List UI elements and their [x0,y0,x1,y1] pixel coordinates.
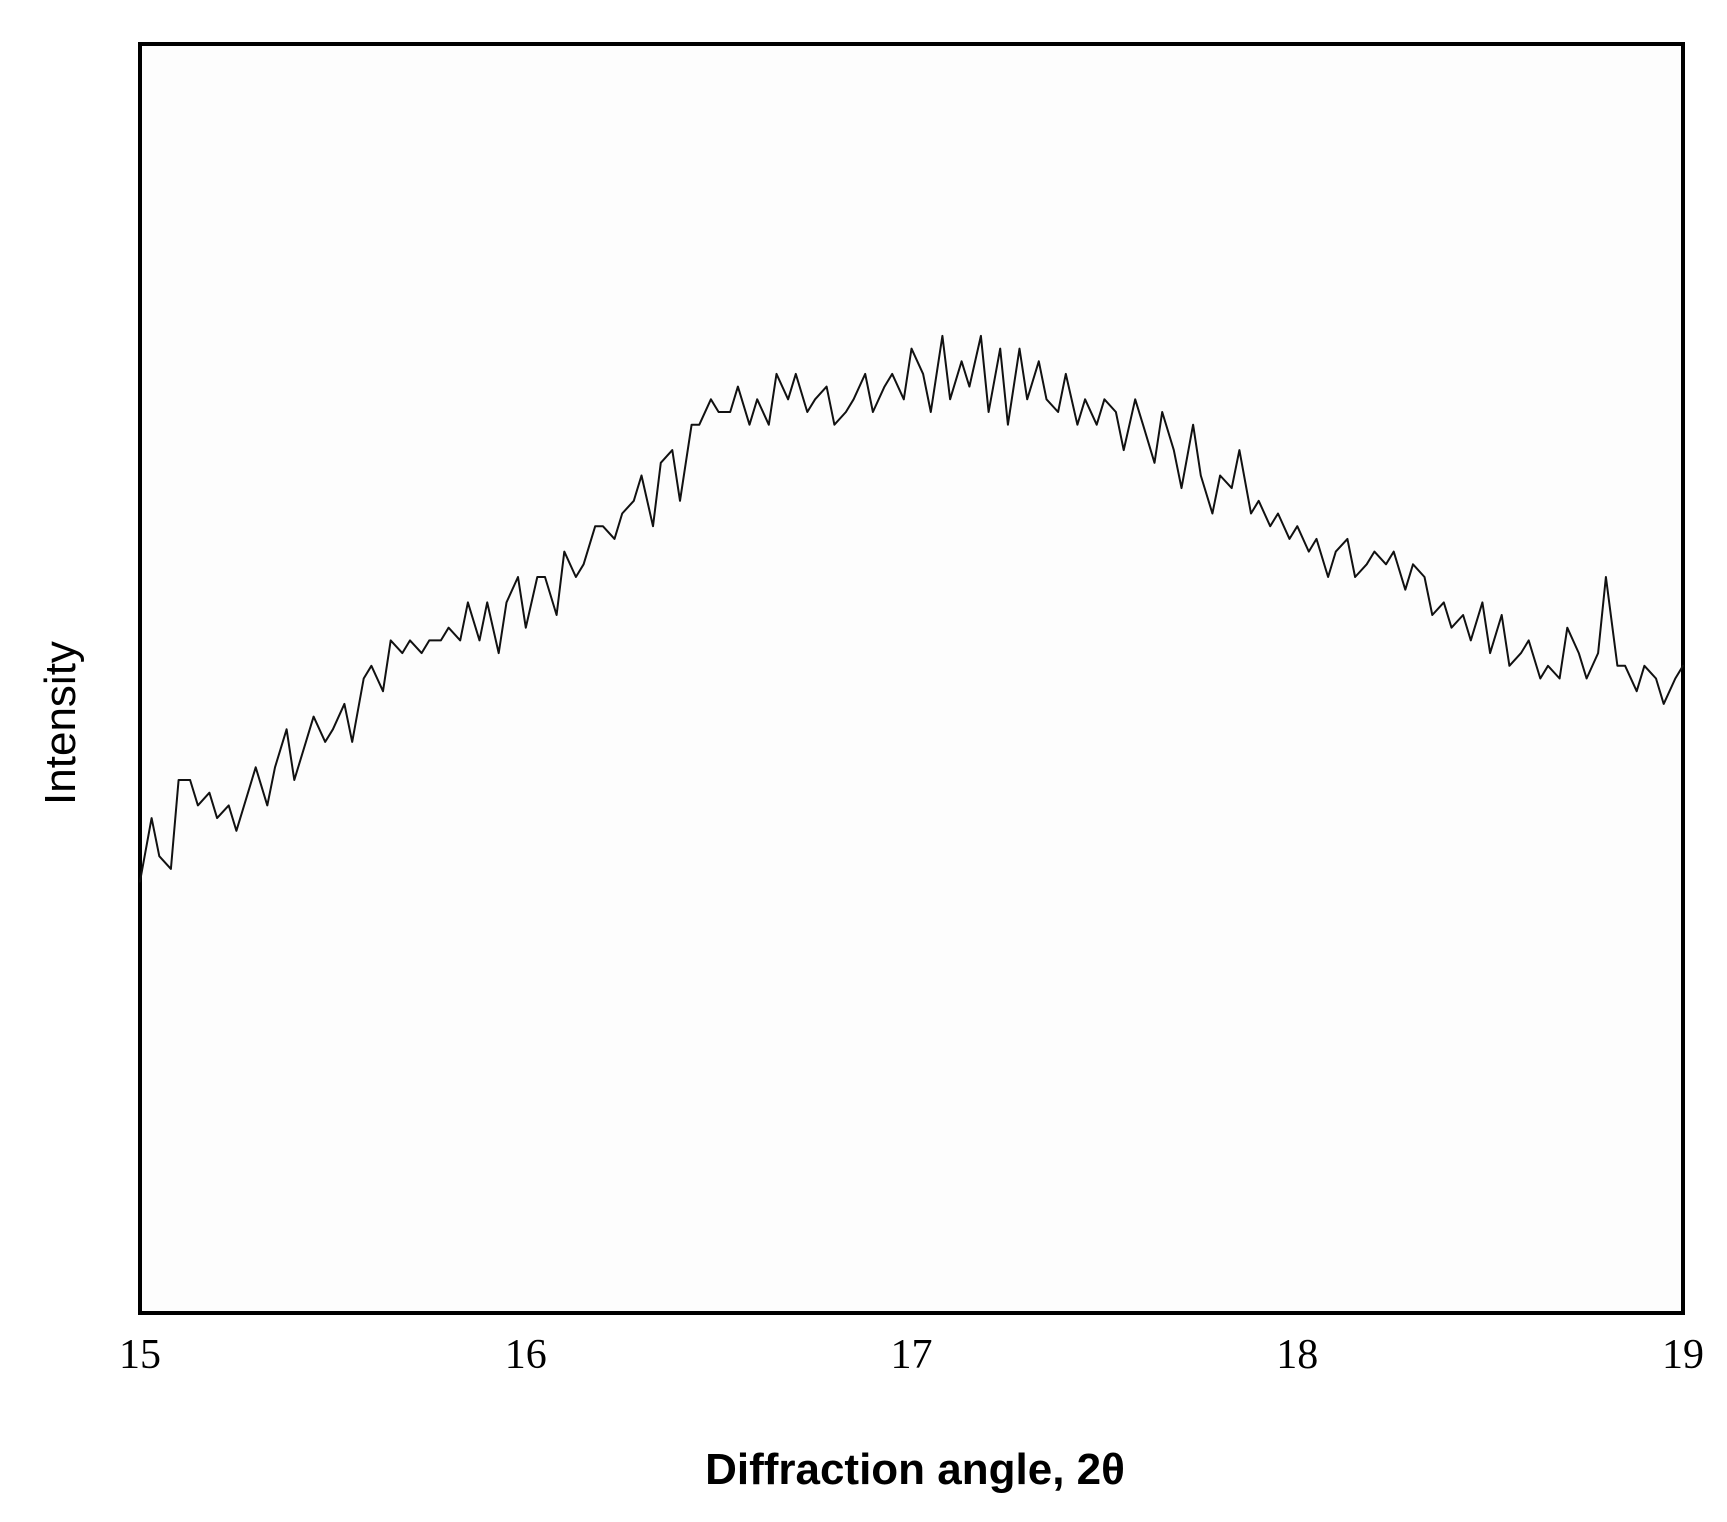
series-line [139,334,1684,883]
x-tick-label: 17 [891,1332,933,1378]
x-tick-label: 19 [1662,1332,1704,1378]
x-tick-labels: 15 16 17 18 19 [119,1332,1704,1378]
x-tick-label: 15 [119,1332,161,1378]
x-axis-title: Diffraction angle, 2θ [705,1445,1125,1494]
y-axis-title: Intensity [36,641,85,805]
plot-area [138,42,1685,1315]
x-tick-label: 18 [1276,1332,1318,1378]
x-tick-label: 16 [505,1332,547,1378]
